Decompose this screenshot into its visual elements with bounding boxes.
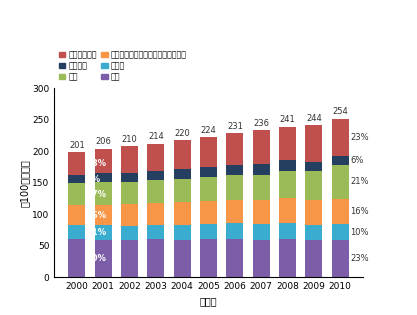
Text: 23%: 23%	[350, 254, 369, 263]
Text: 210: 210	[122, 135, 137, 144]
Text: 30%: 30%	[86, 254, 106, 263]
Bar	[68, 225, 85, 239]
Text: 10%: 10%	[350, 228, 369, 237]
Bar	[200, 137, 217, 167]
Bar	[253, 200, 270, 224]
Bar	[332, 224, 349, 240]
X-axis label: （年）: （年）	[200, 297, 217, 306]
Bar	[68, 175, 85, 184]
Bar	[305, 225, 322, 240]
Bar	[226, 239, 244, 277]
Text: 224: 224	[201, 126, 216, 135]
Bar	[147, 171, 164, 180]
Bar	[332, 119, 349, 156]
Bar	[332, 199, 349, 224]
Bar	[226, 165, 244, 175]
Bar	[305, 125, 322, 162]
Legend: アジア大洋州, アフリカ, 中東, 欧州・ロシア・その他旧ソ連邦諸国, 中南米, 北米: アジア大洋州, アフリカ, 中東, 欧州・ロシア・その他旧ソ連邦諸国, 中南米,…	[58, 50, 188, 82]
Text: 16%: 16%	[86, 211, 106, 220]
Text: 6%: 6%	[350, 156, 363, 165]
Bar	[147, 239, 164, 277]
Text: 236: 236	[253, 118, 269, 128]
Bar	[95, 182, 112, 204]
Bar	[253, 130, 270, 164]
Bar	[121, 182, 138, 204]
Bar	[95, 204, 112, 225]
Text: 254: 254	[332, 107, 348, 116]
Bar	[147, 225, 164, 239]
Bar	[279, 127, 296, 160]
Bar	[332, 240, 349, 277]
Bar	[95, 173, 112, 182]
Bar	[147, 203, 164, 225]
Bar	[68, 152, 85, 175]
Bar	[305, 171, 322, 200]
Bar	[253, 164, 270, 175]
Text: 23%: 23%	[350, 133, 369, 142]
Bar	[305, 162, 322, 171]
Bar	[332, 156, 349, 165]
Text: 241: 241	[280, 115, 295, 124]
Bar	[226, 200, 244, 223]
Bar	[173, 225, 191, 240]
Bar	[200, 177, 217, 201]
Bar	[95, 240, 112, 277]
Bar	[226, 223, 244, 239]
Bar	[173, 179, 191, 202]
Bar	[332, 165, 349, 199]
Text: 244: 244	[306, 113, 322, 123]
Bar	[200, 167, 217, 177]
Text: 220: 220	[174, 129, 190, 138]
Y-axis label: （100万トン）: （100万トン）	[19, 159, 29, 207]
Bar	[121, 240, 138, 277]
Bar	[121, 226, 138, 240]
Bar	[226, 175, 244, 200]
Bar	[147, 144, 164, 171]
Bar	[173, 202, 191, 225]
Bar	[147, 180, 164, 203]
Bar	[253, 224, 270, 240]
Text: 21%: 21%	[350, 177, 369, 186]
Bar	[279, 222, 296, 239]
Bar	[253, 175, 270, 200]
Bar	[121, 204, 138, 226]
Bar	[173, 169, 191, 179]
Bar	[200, 224, 217, 239]
Bar	[279, 239, 296, 277]
Text: 11%: 11%	[86, 228, 106, 237]
Bar	[68, 184, 85, 205]
Bar	[279, 160, 296, 171]
Bar	[121, 173, 138, 182]
Bar	[121, 146, 138, 173]
Bar	[253, 240, 270, 277]
Text: 201: 201	[69, 140, 85, 150]
Bar	[68, 239, 85, 277]
Text: 17%: 17%	[86, 190, 106, 199]
Text: 7%: 7%	[86, 175, 100, 184]
Bar	[200, 201, 217, 224]
Bar	[279, 171, 296, 198]
Bar	[95, 149, 112, 173]
Bar	[305, 240, 322, 277]
Bar	[173, 240, 191, 277]
Bar	[173, 140, 191, 169]
Bar	[200, 239, 217, 277]
Bar	[305, 200, 322, 225]
Text: 16%: 16%	[350, 207, 369, 216]
Text: 18%: 18%	[86, 159, 106, 168]
Text: 214: 214	[148, 132, 164, 141]
Bar	[95, 225, 112, 240]
Bar	[68, 205, 85, 225]
Bar	[226, 133, 244, 165]
Text: 206: 206	[95, 137, 111, 146]
Bar	[279, 198, 296, 222]
Text: 231: 231	[227, 122, 243, 131]
